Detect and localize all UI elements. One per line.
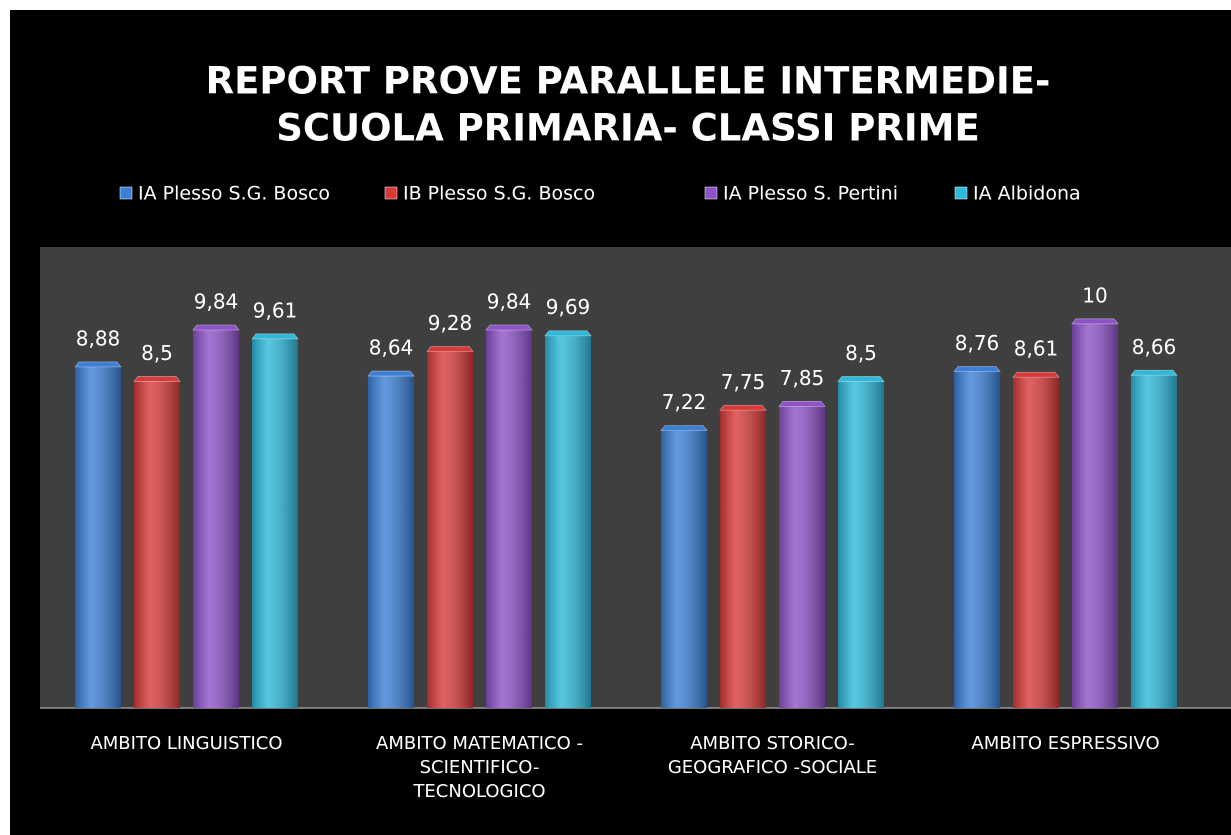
bar-shade [193,329,239,708]
value-label: 8,61 [1014,337,1059,361]
legend-label: IA Albidona [973,183,1081,205]
bar-shade [545,335,591,708]
value-label: 9,61 [253,298,298,322]
value-label: 7,75 [721,370,766,394]
legend-swatch [384,186,398,200]
bar-shade [1013,377,1059,708]
bar-shade [1131,375,1177,708]
value-label: 9,84 [487,289,532,313]
value-label: 8,5 [141,341,173,365]
bar-shade [75,366,121,708]
bar-shade [427,351,473,708]
legend-label: IA Plesso S.G. Bosco [138,183,330,205]
bar-shade [720,410,766,708]
bar-shade [661,430,707,708]
bar-shade [954,371,1000,708]
legend-swatch [704,186,718,200]
legend-label: IB Plesso S.G. Bosco [403,183,595,205]
bar-shade [779,406,825,708]
bar-cap [1012,371,1060,378]
bar-cap [953,366,1001,372]
bar-cap [544,330,592,337]
value-label: 7,85 [780,366,825,390]
value-label: 8,88 [76,326,121,350]
x-tick-label: TECNOLOGICO [412,781,545,802]
bar-cap [192,324,240,331]
bar-cap [367,370,415,377]
bar-cap [1130,369,1178,376]
x-tick-label: GEOGRAFICO -SOCIALE [668,757,877,778]
bar-cap [719,404,767,411]
value-label: 8,66 [1132,335,1177,359]
bar-shade [486,329,532,708]
bar-shade [134,381,180,708]
legend-swatch [954,186,968,200]
value-label: 9,84 [194,289,239,313]
value-label: 9,28 [428,311,473,335]
value-label: 8,76 [955,331,1000,355]
x-tick-label: AMBITO ESPRESSIVO [971,733,1159,754]
bar-cap [837,376,885,382]
bar-shade [368,376,414,708]
x-tick-label: AMBITO LINGUISTICO [90,733,282,754]
bar-shade [838,381,884,708]
bar-cap [74,361,122,368]
bar-cap [251,333,299,340]
value-label: 9,69 [546,295,591,319]
value-label: 8,64 [369,336,414,360]
x-tick-label: SCIENTIFICO- [420,757,540,778]
value-label: 8,5 [845,341,877,365]
bar-cap [485,324,533,331]
legend-label: IA Plesso S. Pertini [723,183,898,205]
bar-cap [426,346,474,352]
x-tick-label: AMBITO STORICO- [690,733,855,754]
x-tick-label: AMBITO MATEMATICO - [376,733,583,754]
value-label: 10 [1082,283,1107,307]
bar-cap [133,376,181,382]
bar-cap [1071,318,1119,325]
chart-title: REPORT PROVE PARALLELE INTERMEDIE- [206,60,1051,103]
value-label: 7,22 [662,390,707,414]
chart-title: SCUOLA PRIMARIA- CLASSI PRIME [276,107,979,150]
bar-cap [778,401,826,407]
bar-shade [252,338,298,708]
legend-swatch [119,186,133,200]
bar-cap [660,425,708,432]
bar-shade [1072,323,1118,708]
